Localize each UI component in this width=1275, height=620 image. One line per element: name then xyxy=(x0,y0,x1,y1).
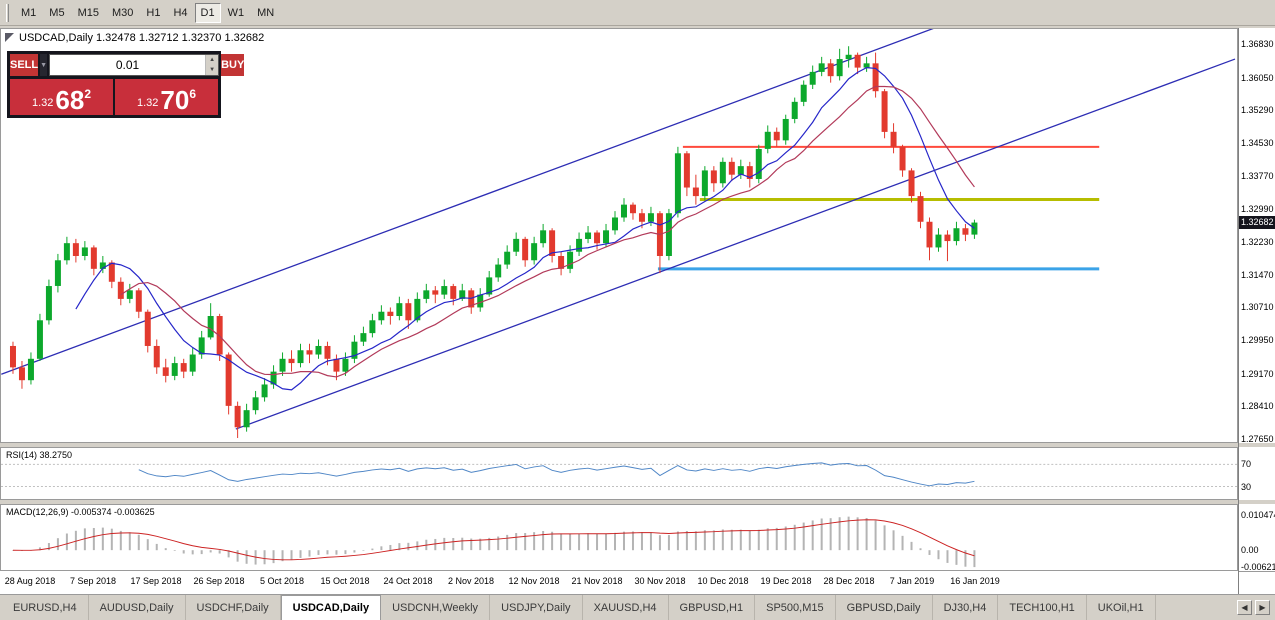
scale-label: 0.00 xyxy=(1241,544,1259,555)
symbol-tab-dj30[interactable]: DJ30,H4 xyxy=(933,595,999,620)
date-label: 16 Jan 2019 xyxy=(950,576,1000,586)
one-click-trading-panel: SELL ▼ ▲ ▼ BUY 1.32 68 2 1.3 xyxy=(7,51,245,118)
date-label: 28 Dec 2018 xyxy=(823,576,875,586)
scale-divider xyxy=(1239,571,1275,572)
scale-label: 1.28410 xyxy=(1241,401,1274,412)
scale-label: 1.35290 xyxy=(1241,105,1274,116)
symbol-tab-gbpusd[interactable]: GBPUSD,H1 xyxy=(669,595,756,620)
scale-label: 1.31470 xyxy=(1241,269,1274,280)
timeframe-button-m15[interactable]: M15 xyxy=(77,6,99,19)
symbol-tabs: EURUSD,H4 AUDUSD,Daily USDCHF,Daily USDCAD,… xyxy=(0,595,1156,620)
sell-button[interactable]: SELL xyxy=(10,54,39,76)
scale-label: 0.010474 xyxy=(1241,510,1275,520)
symbol-tab-usdchf[interactable]: USDCHF,Daily xyxy=(186,595,281,620)
scale-label: 1.29950 xyxy=(1241,335,1274,346)
symbol-tab-tech100[interactable]: TECH100,H1 xyxy=(998,595,1087,620)
current-price-badge: 1.32682 xyxy=(1239,216,1275,230)
time-axis[interactable]: 28 Aug 2018 7 Sep 2018 17 Sep 2018 26 Sep 2… xyxy=(0,571,1238,594)
tab-scroll-right-button[interactable]: ▶ xyxy=(1255,600,1270,615)
scale-label: 1.32230 xyxy=(1241,236,1274,247)
symbol-tab-usdcnh[interactable]: USDCNH,Weekly xyxy=(381,595,491,620)
date-label: 21 Nov 2018 xyxy=(571,576,623,586)
one-click-collapse-icon[interactable] xyxy=(5,33,14,42)
scale-label: -0.006218 xyxy=(1241,562,1275,572)
sell-price-display[interactable]: 1.32 68 2 xyxy=(10,79,113,115)
buy-price-pips: 70 xyxy=(160,85,190,115)
rsi-pane[interactable]: RSI(14) 38.2750 xyxy=(0,447,1238,500)
scale-divider xyxy=(1239,443,1275,447)
date-label: 10 Dec 2018 xyxy=(697,576,749,586)
symbol-tabbar: EURUSD,H4 AUDUSD,Daily USDCHF,Daily USDCAD,… xyxy=(0,594,1275,620)
scale-label: 1.30710 xyxy=(1241,302,1274,313)
date-label: 7 Sep 2018 xyxy=(69,576,117,586)
lot-dropdown-icon[interactable]: ▼ xyxy=(40,54,48,76)
scale-label: 30 xyxy=(1241,482,1252,492)
lot-decrease-icon[interactable]: ▼ xyxy=(206,65,219,75)
lot-size-box: ▲ ▼ xyxy=(49,54,220,76)
scale-label: 70 xyxy=(1241,459,1252,469)
date-label: 28 Aug 2018 xyxy=(4,576,56,586)
lot-size-input[interactable] xyxy=(50,55,206,75)
buy-button[interactable]: BUY xyxy=(221,54,245,76)
scale-label: 1.33770 xyxy=(1241,170,1274,181)
date-label: 26 Sep 2018 xyxy=(193,576,245,586)
date-label: 5 Oct 2018 xyxy=(259,576,305,586)
symbol-tab-sp500[interactable]: SP500,M15 xyxy=(755,595,836,620)
timeframe-toolbar: M1 M5 M15 M30 H1 H4 D1 W1 MN xyxy=(0,0,1275,26)
scale-divider xyxy=(1239,500,1275,504)
tab-scroll-left-button[interactable]: ◀ xyxy=(1237,600,1252,615)
symbol-tab-gbpusd[interactable]: GBPUSD,Daily xyxy=(836,595,933,620)
timeframe-button-h1[interactable]: H1 xyxy=(146,6,161,19)
symbol-tab-usdcad[interactable]: USDCAD,Daily xyxy=(280,595,382,620)
timeframe-button-m1[interactable]: M1 xyxy=(21,6,37,19)
sell-price-point: 2 xyxy=(84,87,92,101)
symbol-tab-eurusd[interactable]: EURUSD,H4 xyxy=(2,595,89,620)
symbol-tab-ukoil[interactable]: UKOil,H1 xyxy=(1087,595,1156,620)
date-label: 30 Nov 2018 xyxy=(634,576,686,586)
date-label: 7 Jan 2019 xyxy=(889,576,935,586)
timeframe-button-m5[interactable]: M5 xyxy=(49,6,65,19)
scale-label: 1.27650 xyxy=(1241,434,1274,444)
lot-increase-icon[interactable]: ▲ xyxy=(206,55,219,65)
timeframe-button-d1[interactable]: D1 xyxy=(194,2,221,23)
symbol-tab-usdjpy[interactable]: USDJPY,Daily xyxy=(490,595,583,620)
rsi-label: RSI(14) 38.2750 xyxy=(6,450,73,460)
macd-pane[interactable]: MACD(12,26,9) -0.005374 -0.003625 xyxy=(0,504,1238,571)
date-label: 19 Dec 2018 xyxy=(760,576,812,586)
date-label: 2 Nov 2018 xyxy=(447,576,495,586)
timeframe-button-m30[interactable]: M30 xyxy=(111,6,134,19)
macd-label: MACD(12,26,9) -0.005374 -0.003625 xyxy=(6,507,155,517)
candlestick-chart[interactable] xyxy=(1,29,1237,442)
scale-label: 1.34530 xyxy=(1241,137,1274,148)
rsi-chart[interactable] xyxy=(1,448,1237,499)
main-chart-pane[interactable]: USDCAD,Daily 1.32478 1.32712 1.32370 1.3… xyxy=(0,28,1238,443)
sell-price-figure: 1.32 xyxy=(31,97,54,109)
scale-label: 1.32990 xyxy=(1241,204,1274,215)
date-label: 17 Sep 2018 xyxy=(130,576,182,586)
scale-label: 1.29170 xyxy=(1241,368,1274,379)
toolbar-grip[interactable] xyxy=(6,3,9,22)
buy-price-point: 6 xyxy=(189,87,197,101)
symbol-tab-xauusd[interactable]: XAUUSD,H4 xyxy=(583,595,669,620)
pane-divider[interactable] xyxy=(0,443,1238,447)
tab-scroll-area: ◀ ▶ xyxy=(1232,595,1275,620)
price-scale[interactable]: 1.32682 1.36830 1.36050 1.35290 1.34530 1.33… xyxy=(1238,28,1275,594)
timeframe-button-h4[interactable]: H4 xyxy=(173,6,188,19)
chart-ohlc-info: USDCAD,Daily 1.32478 1.32712 1.32370 1.3… xyxy=(19,32,265,44)
sell-price-pips: 68 xyxy=(55,85,85,115)
date-label: 12 Nov 2018 xyxy=(508,576,560,586)
macd-chart[interactable] xyxy=(1,505,1237,570)
lot-spinner: ▲ ▼ xyxy=(205,55,219,75)
symbol-tab-audusd[interactable]: AUDUSD,Daily xyxy=(89,595,186,620)
scale-label: 1.36050 xyxy=(1241,72,1274,83)
chart-window: USDCAD,Daily 1.32478 1.32712 1.32370 1.3… xyxy=(0,28,1275,594)
pane-divider[interactable] xyxy=(0,500,1238,504)
date-label: 15 Oct 2018 xyxy=(320,576,370,586)
buy-price-display[interactable]: 1.32 70 6 xyxy=(115,79,218,115)
scale-label: 1.36830 xyxy=(1241,39,1274,49)
date-label: 24 Oct 2018 xyxy=(383,576,433,586)
buy-price-figure: 1.32 xyxy=(136,97,159,109)
timeframe-button-mn[interactable]: MN xyxy=(257,6,275,19)
timeframe-button-w1[interactable]: W1 xyxy=(227,6,245,19)
